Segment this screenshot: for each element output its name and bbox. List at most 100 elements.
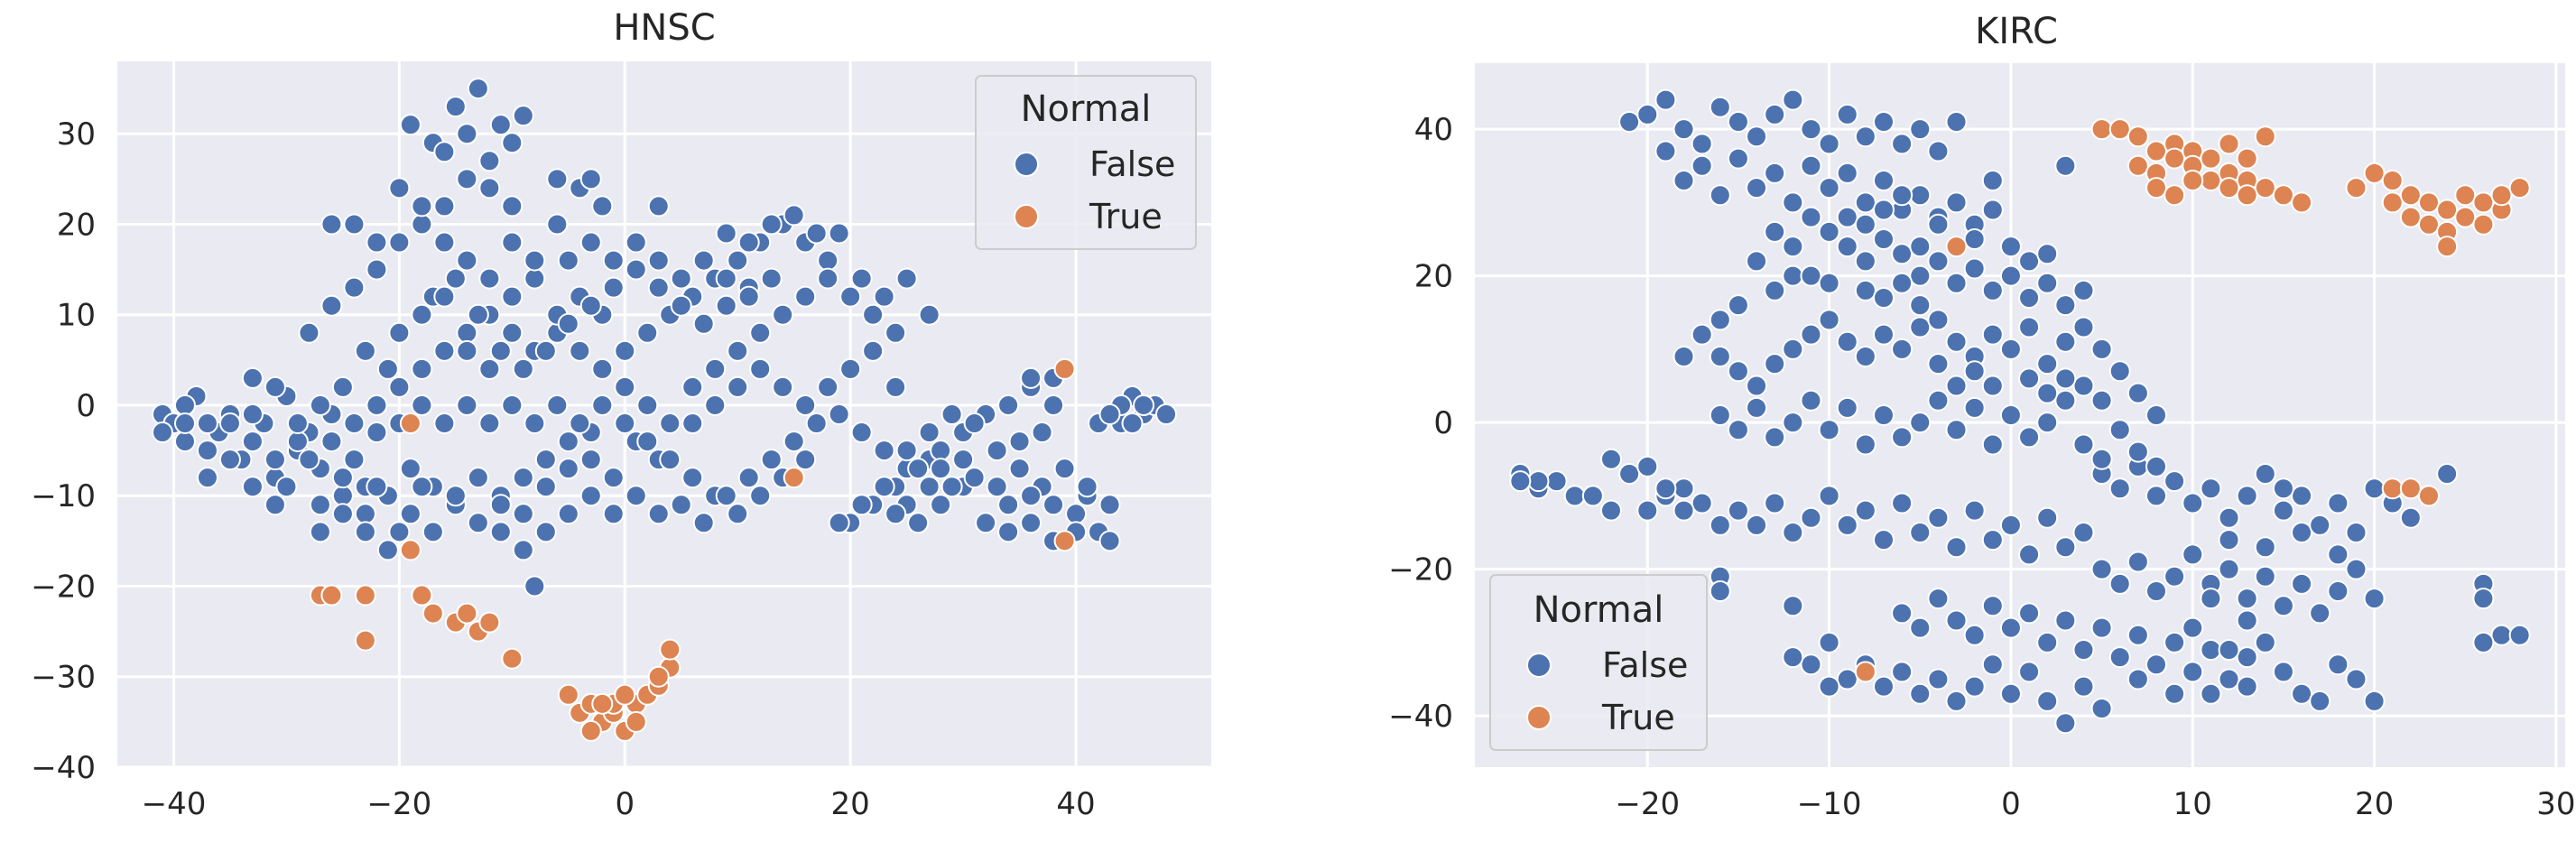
kirc-point-false: [2363, 588, 2386, 610]
kirc-title: KIRC: [1975, 11, 2058, 52]
kirc-point-false: [1527, 470, 1550, 493]
kirc-point-false: [2054, 330, 2077, 353]
hnsc-point-false: [692, 249, 715, 272]
hnsc-x-tick-label: 40: [1056, 786, 1095, 822]
kirc-point-false: [1636, 455, 1659, 477]
kirc-point-false: [2127, 382, 2149, 404]
hnsc-point-false: [737, 467, 760, 489]
kirc-point-false: [2254, 565, 2276, 588]
kirc-point-false: [1800, 389, 1822, 412]
hnsc-point-false: [343, 276, 366, 299]
kirc-point-false: [1800, 206, 1822, 228]
hnsc-point-false: [366, 476, 388, 498]
kirc-point-false: [2054, 536, 2077, 559]
kirc-point-false: [2036, 243, 2059, 265]
kirc-point-false: [2218, 558, 2240, 580]
kirc-point-false: [1836, 236, 1858, 258]
hnsc-point-false: [388, 521, 411, 543]
hnsc-point-false: [704, 357, 727, 380]
kirc-point-false: [1909, 412, 1932, 434]
kirc-point-false: [2164, 565, 2186, 588]
kirc-point-false: [1764, 220, 1786, 243]
kirc-point-false: [1873, 675, 1895, 698]
hnsc-point-false: [828, 403, 850, 425]
hnsc-point-false: [456, 339, 478, 362]
kirc-point-false: [1691, 154, 1713, 177]
kirc-point-false: [1764, 279, 1786, 301]
kirc-point-false: [2218, 529, 2240, 551]
hnsc-point-false: [930, 458, 952, 480]
hnsc-point-false: [907, 512, 930, 534]
kirc-point-false: [2272, 595, 2294, 617]
hnsc-point-false: [817, 249, 839, 272]
hnsc-points: [151, 78, 1178, 742]
kirc-point-false: [1764, 162, 1786, 184]
kirc-point-false: [1891, 492, 1913, 514]
hnsc-point-false: [411, 195, 433, 218]
kirc-point-false: [1945, 330, 1968, 353]
kirc-point-false: [2363, 690, 2386, 712]
kirc-x-tick-label: −10: [1797, 786, 1862, 822]
kirc-point-false: [2072, 675, 2095, 698]
kirc-point-true: [2418, 213, 2440, 236]
hnsc-point-false: [873, 476, 895, 498]
hnsc-point-false: [828, 222, 850, 245]
kirc-point-false: [2200, 588, 2222, 610]
kirc-point-false: [1963, 257, 1986, 280]
hnsc-point-false: [783, 204, 805, 227]
hnsc-point-false: [918, 422, 941, 444]
hnsc-point-false: [941, 476, 963, 498]
hnsc-point-false: [727, 249, 749, 272]
kirc-point-true: [2418, 485, 2440, 507]
hnsc-point-false: [354, 503, 376, 525]
hnsc-point-false: [625, 485, 647, 507]
kirc-point-false: [1854, 346, 1876, 367]
kirc-point-false: [1836, 668, 1858, 690]
kirc-point-false: [1927, 213, 1950, 236]
kirc-point-false: [2090, 616, 2113, 639]
hnsc-y-tick-label: 10: [57, 298, 96, 334]
kirc-point-false: [1727, 360, 1749, 383]
hnsc-point-false: [501, 285, 524, 308]
kirc-point-false: [1981, 199, 2004, 221]
kirc-point-false: [1999, 404, 2022, 426]
hnsc-point-false: [1042, 394, 1065, 416]
hnsc-point-false: [591, 357, 614, 380]
hnsc-point-false: [862, 303, 885, 326]
hnsc-point-false: [524, 249, 546, 272]
kirc-point-false: [1709, 404, 1731, 426]
hnsc-point-false: [444, 267, 467, 290]
kirc-point-false: [2036, 631, 2059, 653]
kirc-point-false: [2218, 668, 2240, 690]
hnsc-x-tick-label: −40: [142, 786, 207, 822]
hnsc-point-false: [625, 231, 647, 254]
hnsc-point-false: [772, 375, 794, 398]
hnsc-point-true: [591, 692, 614, 715]
hnsc-point-false: [489, 114, 512, 136]
hnsc-point-false: [512, 357, 534, 380]
hnsc-y-tick-label: 30: [57, 116, 96, 153]
kirc-point-false: [1854, 250, 1876, 273]
hnsc-point-false: [579, 168, 602, 190]
kirc-point-false: [2090, 448, 2113, 470]
kirc-point-true: [2164, 147, 2186, 170]
kirc-point-false: [1945, 375, 1968, 397]
kirc-point-false: [1909, 264, 1932, 287]
kirc-point-false: [2200, 639, 2222, 661]
hnsc-point-false: [850, 422, 873, 444]
kirc-point-false: [2090, 698, 2113, 719]
kirc-point-false: [1891, 338, 1913, 360]
hnsc-point-false: [534, 449, 557, 471]
kirc-point-false: [1818, 133, 1840, 155]
kirc-point-false: [2018, 543, 2041, 566]
kirc-point-false: [2108, 360, 2131, 383]
kirc-point-false: [1746, 125, 1768, 148]
kirc-point-false: [1891, 184, 1913, 207]
hnsc-point-false: [614, 375, 636, 398]
hnsc-point-false: [534, 521, 557, 543]
kirc-point-false: [2018, 426, 2041, 449]
hnsc-point-true: [659, 638, 681, 661]
hnsc-y-tick-label: −40: [31, 750, 96, 786]
hnsc-point-false: [173, 431, 196, 453]
kirc-point-false: [1854, 213, 1876, 236]
